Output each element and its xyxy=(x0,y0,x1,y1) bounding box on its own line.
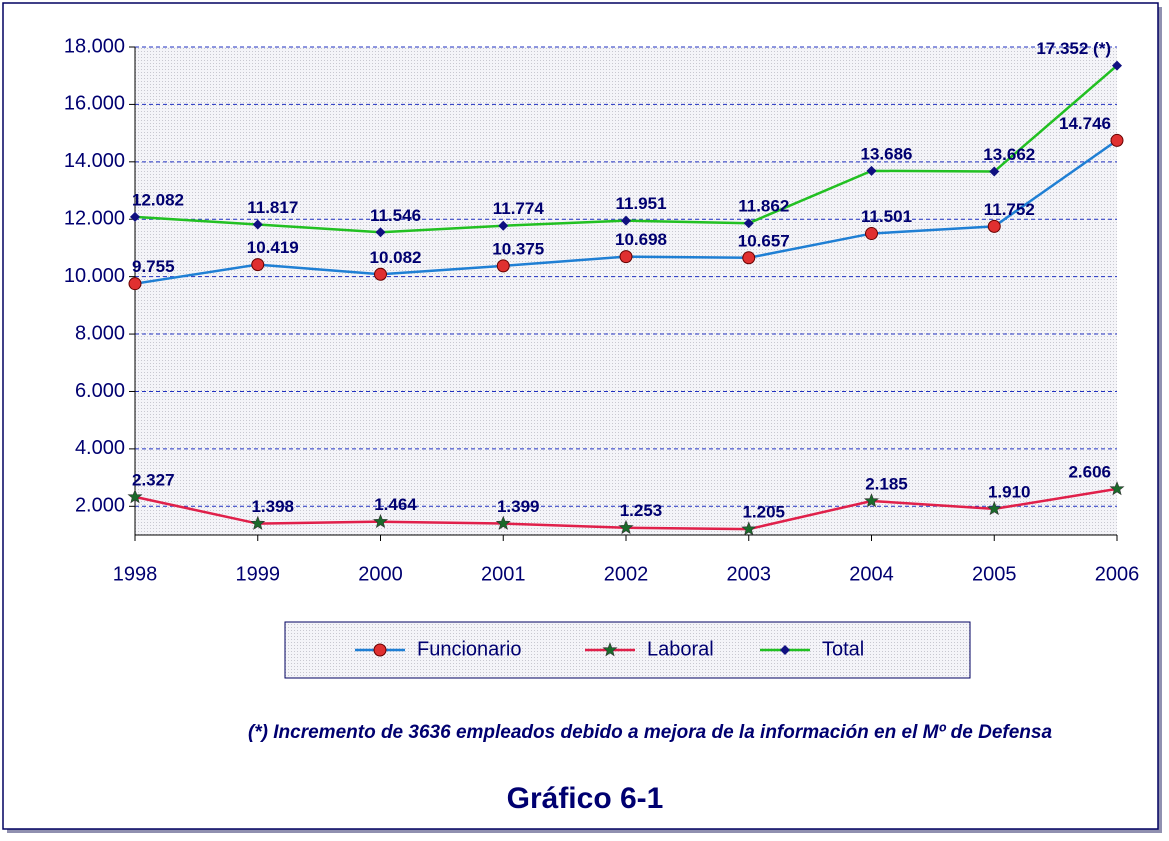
data-label: 10.082 xyxy=(370,248,422,267)
data-label: 2.606 xyxy=(1068,462,1111,481)
data-label: 9.755 xyxy=(132,257,175,276)
data-point xyxy=(496,259,510,273)
data-point xyxy=(495,515,511,530)
legend-label: Laboral xyxy=(647,638,714,660)
data-label: 10.375 xyxy=(492,239,544,258)
footnote: (*) Incremento de 3636 empleados debido … xyxy=(248,722,1053,743)
data-point xyxy=(375,227,386,238)
data-point xyxy=(863,493,880,508)
legend-marker xyxy=(602,642,618,657)
x-tick-label: 2005 xyxy=(972,563,1017,585)
plot-area xyxy=(135,47,1117,535)
legend-marker xyxy=(780,645,790,655)
data-label: 1.464 xyxy=(374,495,417,514)
legend-marker xyxy=(373,643,387,657)
data-point xyxy=(374,267,387,281)
data-point xyxy=(742,251,756,265)
y-tick-label: 10.000 xyxy=(64,265,125,287)
data-point xyxy=(251,258,265,272)
data-point xyxy=(372,513,389,528)
x-tick-label: 2002 xyxy=(604,563,649,585)
x-tick-label: 2004 xyxy=(849,563,894,585)
y-tick-label: 4.000 xyxy=(75,437,125,459)
data-label: 11.546 xyxy=(370,206,421,225)
data-point xyxy=(618,519,634,535)
data-point xyxy=(987,219,1001,233)
data-point xyxy=(130,211,140,222)
data-point xyxy=(1112,60,1122,71)
data-label: 14.746 xyxy=(1059,114,1111,133)
data-point xyxy=(252,219,263,230)
legend-label: Total xyxy=(822,638,864,660)
data-label: 1.253 xyxy=(620,501,663,520)
x-tick-label: 2006 xyxy=(1095,563,1140,585)
data-label: 10.698 xyxy=(615,230,667,249)
data-label: 11.951 xyxy=(615,194,666,213)
data-label: 13.686 xyxy=(861,144,913,163)
chart-title: Gráfico 6-1 xyxy=(507,782,664,815)
y-tick-label: 8.000 xyxy=(75,322,125,344)
data-label: 10.657 xyxy=(738,231,790,250)
data-point xyxy=(128,277,142,291)
y-tick-label: 18.000 xyxy=(64,35,125,57)
data-point xyxy=(127,489,143,504)
data-point xyxy=(743,218,754,229)
data-point xyxy=(986,501,1002,516)
data-label: 1.399 xyxy=(497,497,540,516)
data-label: 17.352 (*) xyxy=(1036,39,1111,58)
data-point xyxy=(621,215,631,226)
data-label: 12.082 xyxy=(132,190,184,209)
data-label: 11.501 xyxy=(861,207,912,226)
x-tick-label: 1999 xyxy=(236,563,281,585)
data-point xyxy=(741,521,757,536)
data-point xyxy=(619,250,633,264)
data-point xyxy=(498,220,509,231)
data-label: 10.419 xyxy=(247,238,299,257)
x-tick-label: 1998 xyxy=(113,563,158,585)
y-tick-label: 12.000 xyxy=(64,208,125,230)
data-point xyxy=(1109,481,1125,496)
data-label: 1.398 xyxy=(251,497,294,516)
x-tick-label: 2003 xyxy=(727,563,772,585)
data-label: 2.327 xyxy=(132,470,175,489)
data-label: 2.185 xyxy=(865,474,908,493)
y-tick-label: 14.000 xyxy=(64,150,125,172)
data-label: 1.205 xyxy=(742,503,785,522)
data-label: 13.662 xyxy=(983,145,1035,164)
legend-label: Funcionario xyxy=(417,638,522,660)
x-tick-label: 2000 xyxy=(358,563,403,585)
data-label: 11.817 xyxy=(247,198,298,217)
data-label: 11.752 xyxy=(984,200,1035,219)
data-point xyxy=(1110,133,1124,147)
data-label: 11.862 xyxy=(738,197,789,216)
data-point xyxy=(250,515,266,530)
x-tick-label: 2001 xyxy=(481,563,526,585)
data-label: 11.774 xyxy=(493,199,545,218)
data-point xyxy=(865,227,878,241)
y-tick-label: 6.000 xyxy=(75,380,125,402)
data-point xyxy=(989,166,1000,177)
y-tick-label: 16.000 xyxy=(64,93,125,115)
data-label: 1.910 xyxy=(988,482,1031,501)
y-tick-label: 2.000 xyxy=(75,495,125,517)
data-point xyxy=(866,165,877,176)
